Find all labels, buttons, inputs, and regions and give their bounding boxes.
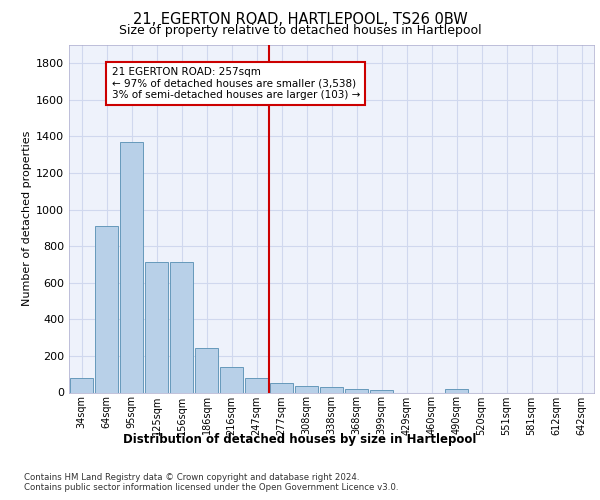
Bar	[145, 262, 168, 392]
Bar	[345, 389, 368, 392]
Text: Distribution of detached houses by size in Hartlepool: Distribution of detached houses by size …	[124, 432, 476, 446]
Bar	[195, 348, 218, 393]
Y-axis label: Number of detached properties: Number of detached properties	[22, 131, 32, 306]
Bar	[220, 367, 243, 392]
Bar	[320, 387, 343, 392]
Bar	[120, 142, 143, 393]
Bar	[270, 384, 293, 392]
Text: 21 EGERTON ROAD: 257sqm
← 97% of detached houses are smaller (3,538)
3% of semi-: 21 EGERTON ROAD: 257sqm ← 97% of detache…	[112, 67, 360, 100]
Bar	[445, 389, 468, 392]
Bar	[245, 378, 268, 392]
Bar	[170, 262, 193, 392]
Text: Contains HM Land Registry data © Crown copyright and database right 2024.: Contains HM Land Registry data © Crown c…	[24, 472, 359, 482]
Text: Size of property relative to detached houses in Hartlepool: Size of property relative to detached ho…	[119, 24, 481, 37]
Bar	[95, 226, 118, 392]
Text: Contains public sector information licensed under the Open Government Licence v3: Contains public sector information licen…	[24, 484, 398, 492]
Bar	[370, 390, 393, 392]
Text: 21, EGERTON ROAD, HARTLEPOOL, TS26 0BW: 21, EGERTON ROAD, HARTLEPOOL, TS26 0BW	[133, 12, 467, 28]
Bar	[70, 378, 93, 392]
Bar	[295, 386, 318, 392]
